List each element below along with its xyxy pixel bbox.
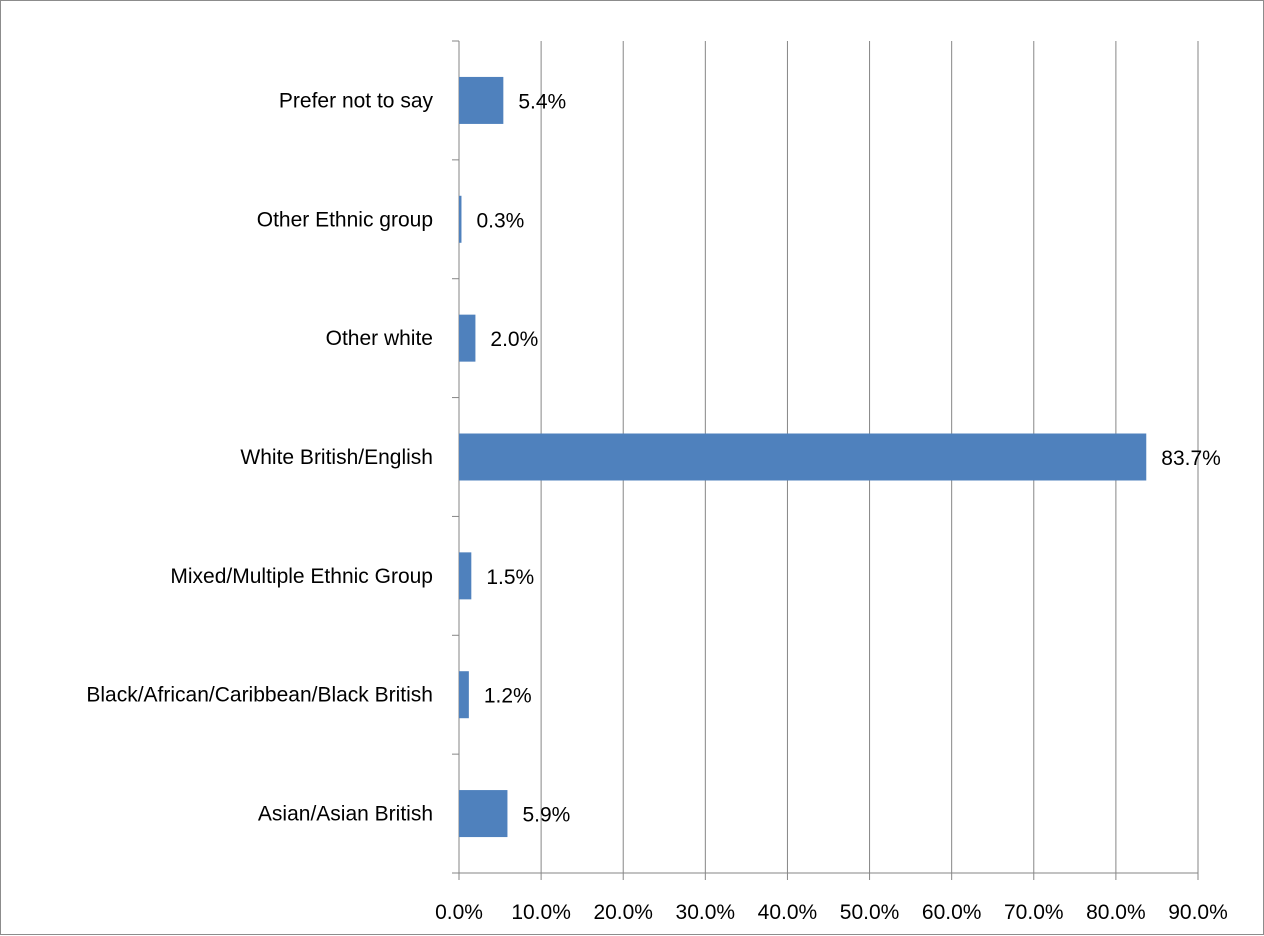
x-tick-label: 90.0% <box>1168 901 1228 924</box>
category-label: Asian/Asian British <box>258 803 433 826</box>
category-label: Other Ethnic group <box>257 208 433 231</box>
category-label: Prefer not to say <box>279 89 434 112</box>
bar <box>459 433 1147 481</box>
data-label: 1.2% <box>484 685 532 708</box>
bar <box>459 195 462 243</box>
x-tick-label: 0.0% <box>435 901 483 924</box>
data-label: 0.3% <box>476 209 524 232</box>
category-label: Mixed/Multiple Ethnic Group <box>170 565 433 588</box>
x-tick-label: 80.0% <box>1086 901 1146 924</box>
data-label: 5.9% <box>522 804 570 827</box>
category-label: White British/English <box>240 446 433 469</box>
bar <box>459 314 476 362</box>
x-tick-label: 30.0% <box>676 901 736 924</box>
category-label: Other white <box>326 327 433 350</box>
bar <box>459 76 504 124</box>
x-tick-label: 70.0% <box>1004 901 1064 924</box>
bar <box>459 552 472 600</box>
x-tick-label: 50.0% <box>840 901 900 924</box>
bar <box>459 790 508 838</box>
data-label: 2.0% <box>490 328 538 351</box>
data-label: 83.7% <box>1161 447 1221 470</box>
bars <box>459 76 1147 838</box>
x-tick-label: 40.0% <box>758 901 818 924</box>
labels: 0.0% 10.0% 20.0% 30.0% 40.0% 50.0% 60.0% 70.0% 8… <box>86 89 1227 924</box>
category-label: Black/African/Caribbean/Black British <box>86 684 433 707</box>
x-tick-label: 60.0% <box>922 901 982 924</box>
data-label: 1.5% <box>486 566 534 589</box>
bar <box>459 671 469 719</box>
x-tick-label: 10.0% <box>511 901 571 924</box>
x-tick-label: 20.0% <box>593 901 653 924</box>
data-label: 5.4% <box>518 90 566 113</box>
